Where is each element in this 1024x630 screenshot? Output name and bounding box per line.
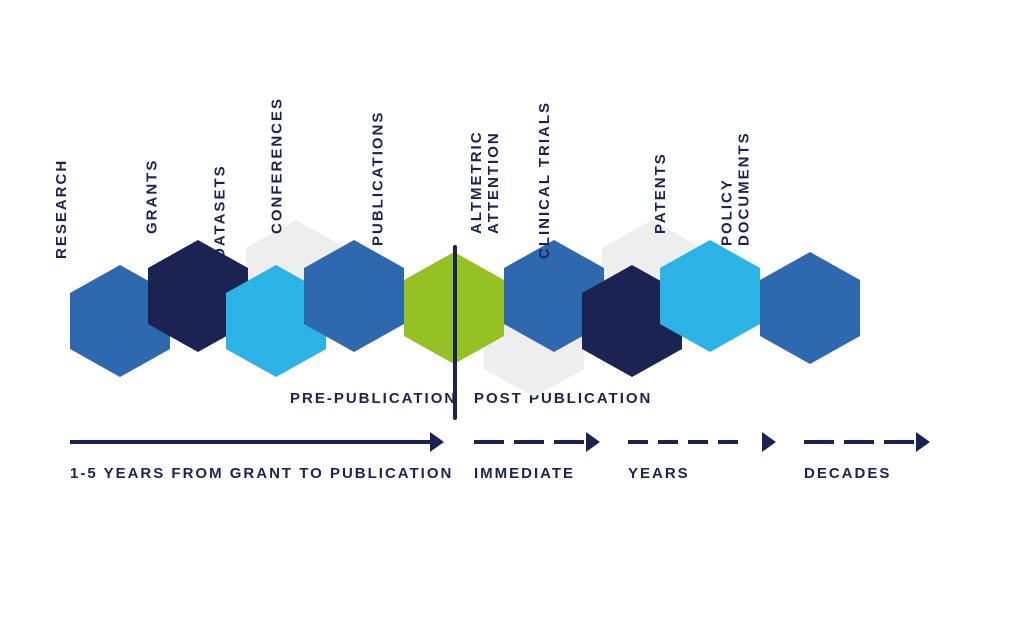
hexagon-label: CLINICAL TRIALS — [536, 101, 553, 259]
arrow-head-icon — [762, 432, 776, 452]
hexagon-row: RESEARCHGRANTSDATASETSCONFERENCESPUBLICA… — [70, 240, 954, 370]
arrow-head-icon — [586, 432, 600, 452]
arrow-segment — [70, 440, 430, 444]
hexagon-label: POLICYDOCUMENTS — [720, 131, 753, 246]
hexagon-label: DATASETS — [212, 164, 229, 259]
section-header-pre: PRE-PUBLICATION — [290, 390, 457, 407]
timeline-label: DECADES — [804, 465, 891, 482]
hexagon-label: PATENTS — [652, 152, 669, 234]
hexagon-label: ALTMETRICATTENTION — [469, 130, 502, 234]
hexagon-label: RESEARCH — [53, 159, 70, 259]
hexagon: POLICYDOCUMENTS — [760, 252, 860, 364]
hexagon: PATENTS — [660, 240, 760, 352]
hexagon: CONFERENCES — [304, 240, 404, 352]
timeline-label: IMMEDIATE — [474, 465, 575, 482]
arrow-dash-segment — [804, 440, 914, 444]
timeline-label: YEARS — [628, 465, 690, 482]
hexagon-label: PUBLICATIONS — [369, 111, 386, 246]
arrow-head-icon — [430, 432, 444, 452]
arrow-dash-segment — [628, 440, 738, 444]
hexagon-label: CONFERENCES — [268, 97, 285, 234]
arrow-dash-segment — [474, 440, 584, 444]
arrow-head-icon — [916, 432, 930, 452]
timeline-row — [70, 430, 954, 460]
diagram-stage: RESEARCHGRANTSDATASETSCONFERENCESPUBLICA… — [70, 50, 954, 570]
timeline-label: 1-5 YEARS FROM GRANT TO PUBLICATION — [70, 465, 453, 482]
hexagon-label: GRANTS — [143, 159, 160, 234]
divider-line — [453, 245, 457, 420]
